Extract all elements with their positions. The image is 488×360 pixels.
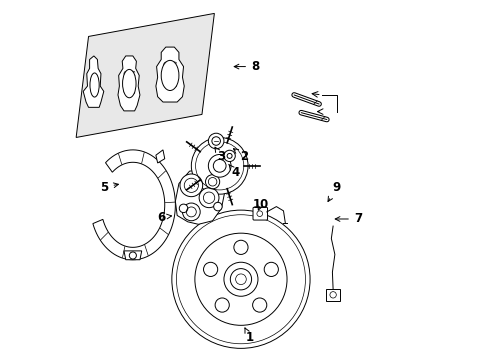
Circle shape bbox=[213, 202, 222, 211]
Circle shape bbox=[182, 203, 200, 221]
Text: 3: 3 bbox=[215, 147, 225, 163]
Ellipse shape bbox=[122, 69, 136, 98]
Polygon shape bbox=[83, 56, 103, 107]
Polygon shape bbox=[156, 47, 184, 102]
Circle shape bbox=[171, 210, 309, 348]
Circle shape bbox=[252, 298, 266, 312]
Circle shape bbox=[224, 150, 235, 162]
Circle shape bbox=[230, 269, 251, 290]
Circle shape bbox=[199, 188, 219, 208]
Polygon shape bbox=[76, 13, 214, 138]
Text: 1: 1 bbox=[244, 328, 253, 344]
Circle shape bbox=[233, 240, 247, 255]
Circle shape bbox=[179, 204, 187, 213]
Circle shape bbox=[195, 233, 286, 325]
Circle shape bbox=[208, 154, 230, 177]
Text: 7: 7 bbox=[334, 212, 361, 225]
Polygon shape bbox=[93, 150, 175, 260]
Polygon shape bbox=[118, 56, 140, 111]
Circle shape bbox=[264, 262, 278, 276]
Circle shape bbox=[215, 298, 229, 312]
Circle shape bbox=[180, 174, 202, 197]
Text: 10: 10 bbox=[252, 198, 268, 211]
Circle shape bbox=[191, 138, 247, 194]
Circle shape bbox=[205, 175, 219, 189]
Polygon shape bbox=[156, 150, 164, 163]
Text: 4: 4 bbox=[228, 164, 239, 179]
Text: 2: 2 bbox=[233, 149, 248, 163]
Text: 6: 6 bbox=[157, 211, 171, 224]
FancyBboxPatch shape bbox=[252, 207, 267, 220]
Ellipse shape bbox=[90, 73, 99, 97]
Text: 8: 8 bbox=[234, 60, 259, 73]
Polygon shape bbox=[175, 169, 224, 224]
Circle shape bbox=[213, 159, 225, 172]
Circle shape bbox=[208, 133, 224, 149]
Text: 9: 9 bbox=[327, 181, 340, 202]
Bar bbox=[325, 289, 340, 301]
Ellipse shape bbox=[161, 60, 179, 90]
Text: 5: 5 bbox=[100, 181, 118, 194]
Polygon shape bbox=[124, 251, 142, 260]
Circle shape bbox=[224, 262, 258, 296]
Circle shape bbox=[203, 262, 217, 276]
